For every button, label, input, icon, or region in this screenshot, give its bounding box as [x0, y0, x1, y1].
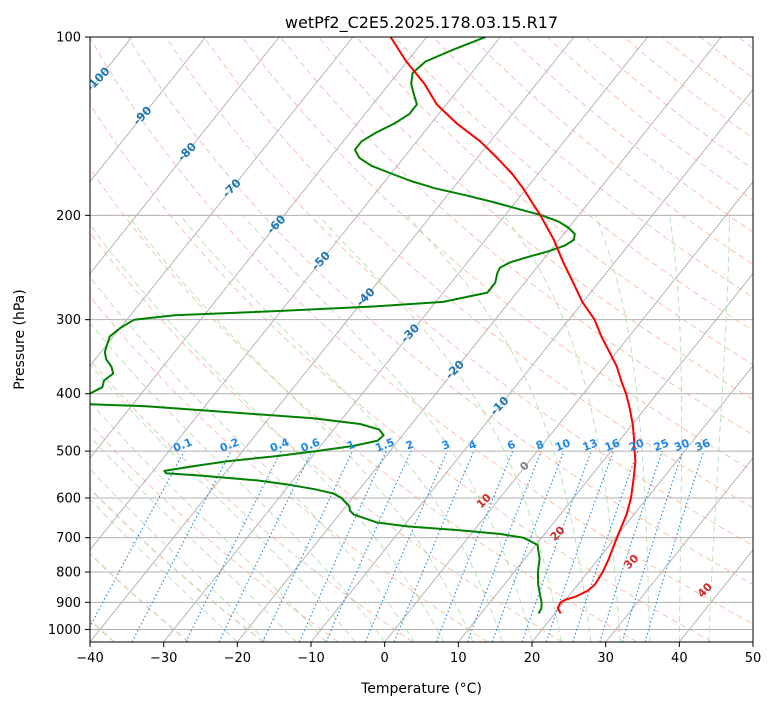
x-tick-label: −20 — [224, 651, 251, 666]
y-tick-label: 200 — [56, 209, 81, 224]
moist-adiabat — [503, 215, 621, 642]
isotherm-line — [457, 272, 753, 642]
y-axis-label: Pressure (hPa) — [12, 289, 28, 389]
plot-background — [90, 37, 753, 642]
mixing-ratio-label: 20 — [627, 436, 646, 454]
dry-adiabat — [90, 295, 488, 642]
plot-frame — [89, 36, 754, 643]
isotherm-line — [531, 365, 753, 642]
x-axis-label: Temperature (°C) — [360, 681, 482, 697]
x-tick-label: −10 — [297, 651, 324, 666]
isotherm-line — [90, 37, 207, 183]
dry-adiabat — [394, 37, 753, 332]
moist-adiabat — [317, 214, 562, 642]
mixing-ratio-label: 8 — [534, 438, 546, 453]
isotherm-line — [90, 37, 575, 642]
x-tick-label: 10 — [450, 651, 467, 666]
x-tick-label: 0 — [381, 651, 389, 666]
moist-adiabat — [594, 215, 651, 642]
isotherm-line — [0, 37, 58, 642]
y-tick-label: 600 — [56, 492, 81, 507]
moist-adiabat — [242, 214, 533, 642]
mixing-ratio-line — [364, 450, 448, 642]
mixing-ratio-line — [185, 450, 282, 642]
mixing-ratio-line — [572, 450, 639, 642]
dry-adiabat — [318, 37, 753, 401]
mixing-ratio-line — [325, 450, 412, 642]
x-tick-label: 30 — [597, 651, 614, 666]
moist-adiabat — [90, 498, 238, 642]
moist-adiabat — [127, 214, 474, 642]
mixing-ratio-label: 10 — [553, 436, 572, 454]
mixing-ratio-line — [90, 450, 185, 628]
x-tick-label: 50 — [745, 651, 762, 666]
dry-adiabat — [90, 231, 563, 642]
mixing-ratio-label: 36 — [693, 436, 712, 454]
y-tick-label: 1000 — [48, 623, 81, 638]
y-tick-label: 500 — [56, 445, 81, 460]
y-tick-label: 400 — [56, 387, 81, 402]
isotherm-line — [236, 37, 722, 642]
mixing-ratio-label: 25 — [652, 436, 671, 454]
isotherm-line — [90, 37, 428, 459]
temperature-profile — [389, 37, 637, 614]
moist-adiabat — [90, 401, 327, 642]
mixing-ratio-line — [393, 450, 475, 642]
dry-adiabat — [90, 359, 414, 642]
x-tick-label: −40 — [76, 651, 103, 666]
mixing-ratio-line — [599, 450, 663, 642]
dry-adiabat — [203, 37, 753, 509]
y-tick-label: 900 — [56, 596, 81, 611]
moist-adiabat — [708, 215, 730, 642]
mixing-ratio-label: 1 — [345, 438, 357, 453]
isotherm-line — [90, 37, 280, 275]
mixing-ratio-label: 2 — [404, 438, 416, 453]
dry-adiabat — [90, 423, 339, 642]
moist-adiabat — [179, 214, 503, 642]
isotherm-line — [90, 37, 354, 367]
dry-adiabat — [356, 37, 753, 366]
isotherm-line — [605, 457, 753, 642]
x-tick-label: −30 — [150, 651, 177, 666]
moist-adiabat — [90, 276, 415, 642]
y-tick-label: 800 — [56, 566, 81, 581]
dry-adiabat — [90, 103, 712, 642]
moist-adiabat — [90, 435, 297, 642]
moist-adiabat — [669, 215, 683, 642]
y-tick-label: 100 — [56, 31, 81, 46]
moist-adiabat — [90, 468, 268, 642]
dry-adiabat — [165, 37, 753, 547]
mixing-ratio-line — [621, 450, 684, 642]
mixing-ratio-label: 3 — [440, 438, 452, 453]
mixing-ratio-line — [466, 450, 542, 642]
moist-adiabat — [90, 363, 356, 642]
mixing-ratio-line — [521, 450, 592, 642]
dry-adiabat — [90, 37, 753, 625]
isotherm-line — [90, 37, 501, 551]
isotherm-line — [752, 641, 753, 642]
y-tick-label: 300 — [56, 313, 81, 328]
isotherm-line — [384, 180, 753, 642]
mixing-ratio-label: 13 — [581, 436, 600, 454]
mixing-ratio-line — [644, 450, 705, 642]
moist-adiabat — [90, 322, 386, 642]
isotherm-line — [163, 37, 649, 642]
moist-adiabat — [406, 214, 592, 642]
dry-adiabat — [127, 37, 753, 586]
y-tick-label: 700 — [56, 531, 81, 546]
chart-title: wetPf2_C2E5.2025.178.03.15.R17 — [285, 13, 558, 33]
mixing-ratio-label: 16 — [603, 436, 622, 454]
mixing-ratio-line — [545, 450, 614, 642]
mixing-ratio-line — [435, 450, 514, 642]
x-tick-label: 20 — [524, 651, 541, 666]
dewpoint-profile — [90, 37, 576, 614]
mixing-ratio-line — [491, 450, 565, 642]
x-tick-label: 40 — [671, 651, 688, 666]
dry-adiabat — [90, 552, 190, 642]
mixing-ratio-label: 30 — [672, 436, 691, 454]
